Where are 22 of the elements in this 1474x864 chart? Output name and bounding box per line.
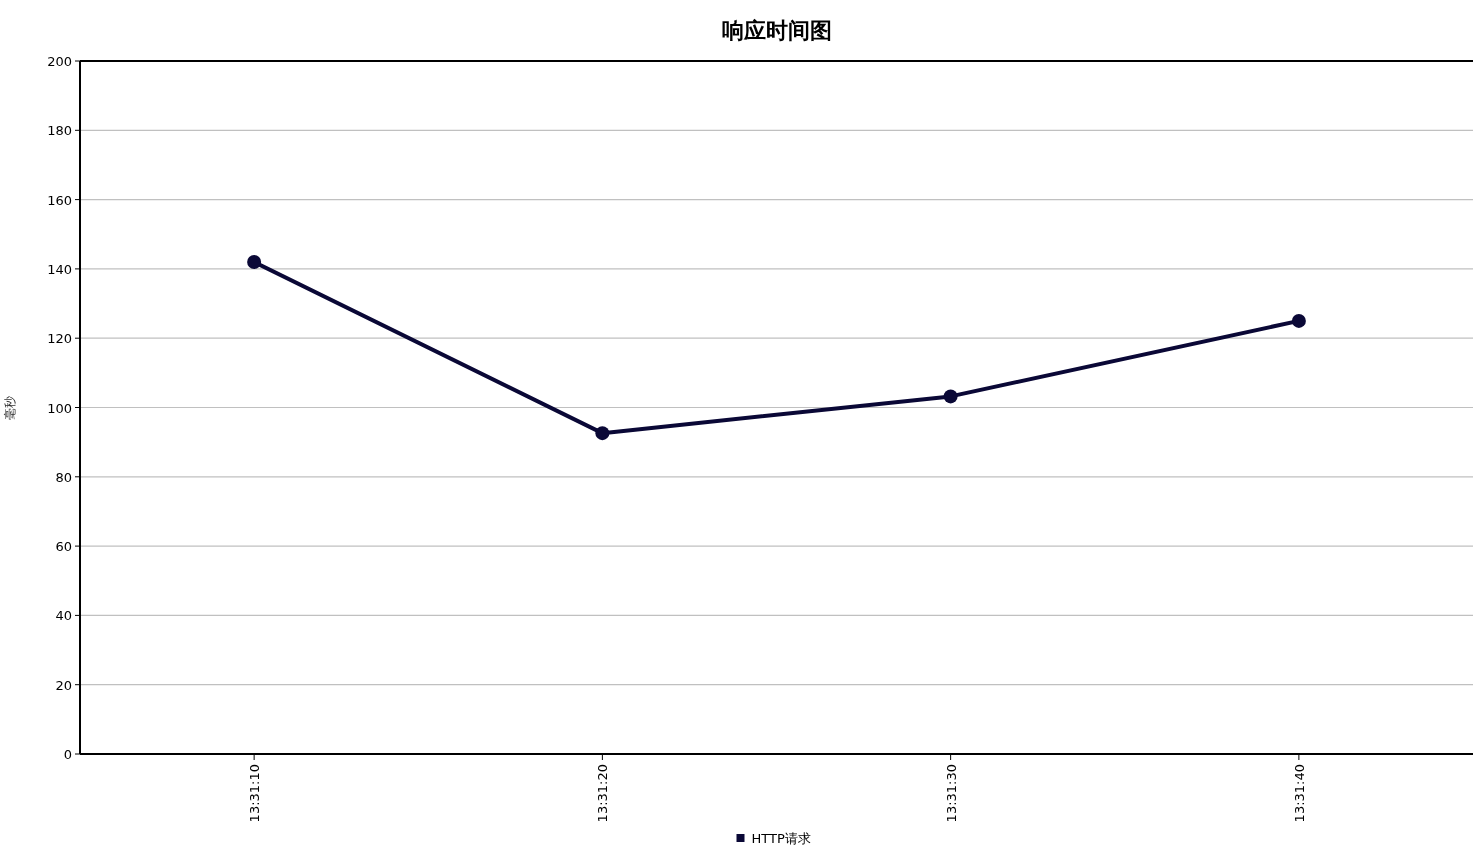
- y-tick-label: 60: [55, 539, 72, 555]
- point: [943, 389, 958, 404]
- x-tick-label: 13:31:20: [595, 764, 611, 823]
- y-tick-label: 200: [47, 54, 72, 69]
- y-tick-label: 120: [47, 331, 72, 347]
- y-tick-label: 40: [55, 608, 72, 624]
- y-tick-label: 0: [63, 747, 72, 762]
- y-tick-label: 180: [47, 123, 72, 139]
- y-tick-label: 160: [47, 192, 72, 208]
- legend-label: HTTP请求: [751, 831, 811, 846]
- y-tick-label: 140: [47, 261, 72, 277]
- point: [595, 426, 610, 441]
- x-tick-label: 13:31:40: [1291, 764, 1307, 823]
- x-tick-label: 13:31:10: [247, 764, 263, 823]
- chart-title: 响应时间图: [721, 18, 832, 43]
- x-tick-label: 13:31:30: [943, 764, 959, 823]
- point: [1291, 313, 1306, 328]
- y-axis-title: 毫秒: [3, 395, 17, 420]
- y-tick-label: 80: [55, 469, 72, 485]
- y-tick-label: 20: [55, 677, 72, 693]
- y-tick-label: 100: [47, 400, 72, 416]
- point: [247, 254, 262, 269]
